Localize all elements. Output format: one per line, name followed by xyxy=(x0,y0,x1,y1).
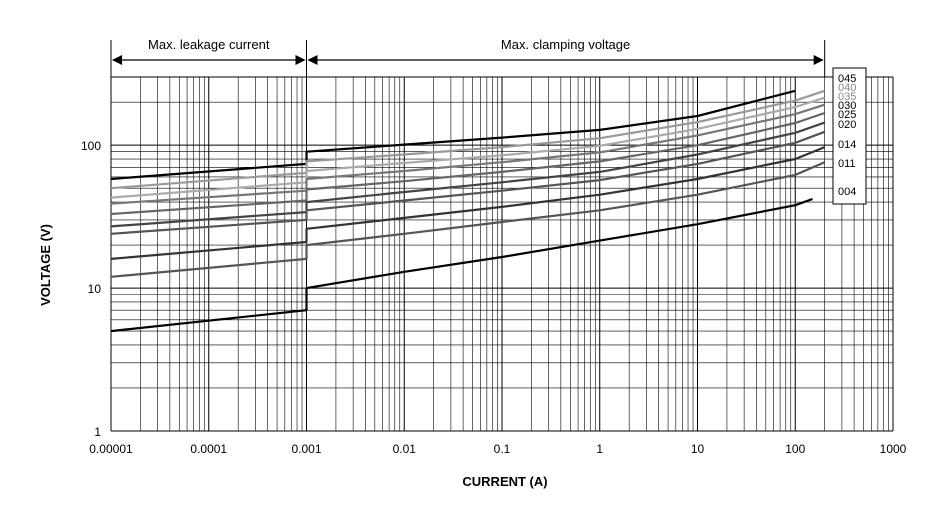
y-tick-label: 100 xyxy=(81,139,101,153)
series-line-030 xyxy=(110,103,826,205)
y-tick-label: 1 xyxy=(94,425,101,439)
series-line-035 xyxy=(110,96,826,199)
series-label-014: 014 xyxy=(838,139,856,151)
series-label-040: 040 xyxy=(838,82,856,94)
x-tick-label: 0.0001 xyxy=(190,442,227,456)
series-line-004 xyxy=(110,197,813,333)
x-tick-label: 10 xyxy=(691,442,705,456)
series-line-020 xyxy=(110,121,826,228)
series-lines xyxy=(110,89,826,333)
x-tick-labels: 0.00001 0.0001 0.001 0.01 0.1 1 10 100 1000 xyxy=(89,442,906,456)
series-line-014 xyxy=(110,146,826,260)
region-arrowhead-right xyxy=(813,55,824,65)
series-label-020: 020 xyxy=(838,119,856,131)
y-tick-labels: 1 10 100 xyxy=(81,139,101,439)
series-line-unlabeled xyxy=(110,130,826,235)
y-axis-label: VOLTAGE (V) xyxy=(38,224,53,306)
x-axis-label: CURRENT (A) xyxy=(462,474,547,489)
x-tick-label: 1000 xyxy=(880,442,907,456)
series-line-040 xyxy=(110,89,826,190)
region-label-leakage: Max. leakage current xyxy=(148,37,270,52)
x-tick-label: 0.1 xyxy=(494,442,511,456)
series-label-box xyxy=(832,67,867,205)
series-line-025 xyxy=(110,111,826,216)
x-tick-label: 100 xyxy=(785,442,805,456)
series-label-011: 011 xyxy=(838,158,856,170)
x-tick-label: 0.01 xyxy=(393,442,417,456)
series-label-025: 025 xyxy=(838,109,856,121)
series-label-030: 030 xyxy=(838,100,856,112)
series-label-035: 035 xyxy=(838,91,856,103)
region-arrowhead-left xyxy=(112,55,122,65)
region-arrowhead-left xyxy=(307,55,318,65)
series-label-004: 004 xyxy=(838,186,856,198)
region-annotations: Max. leakage current Max. clamping voltag… xyxy=(110,37,826,77)
region-label-clamping: Max. clamping voltage xyxy=(501,37,630,52)
x-tick-label: 1 xyxy=(596,442,603,456)
legend-box xyxy=(832,67,867,205)
x-tick-label: 0.001 xyxy=(291,442,321,456)
series-label-045: 045 xyxy=(838,73,856,85)
region-arrowhead-right xyxy=(295,55,306,65)
x-tick-label: 0.00001 xyxy=(89,442,133,456)
series-line-011 xyxy=(110,161,826,278)
grid-major xyxy=(110,76,894,432)
y-tick-label: 10 xyxy=(88,282,102,296)
